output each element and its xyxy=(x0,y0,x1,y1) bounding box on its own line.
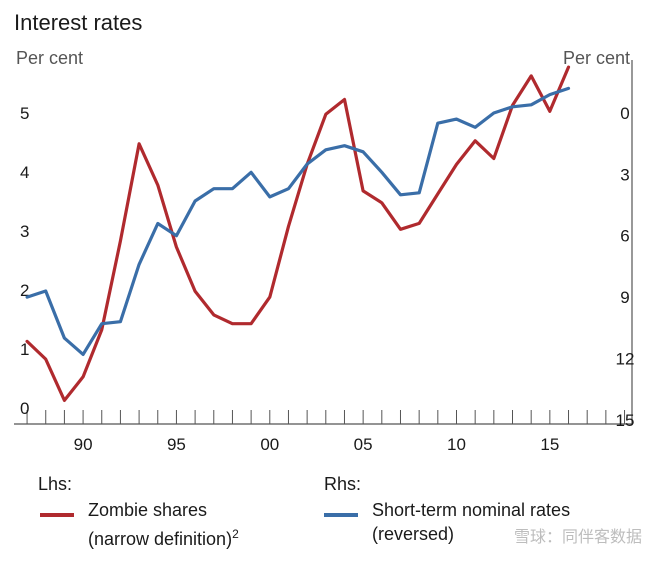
y-left-tick-label: 3 xyxy=(20,222,29,241)
legend-lhs-heading: Lhs: xyxy=(38,474,73,494)
x-tick-label: 00 xyxy=(260,435,279,454)
legend-swatch-zombie xyxy=(40,513,74,517)
series-lines xyxy=(25,65,571,402)
y-right-tick-label: 6 xyxy=(620,227,629,246)
left-axis-unit: Per cent xyxy=(16,48,84,68)
series-line-short-term-rates xyxy=(25,86,571,356)
y-left-tick-label: 4 xyxy=(20,163,29,182)
chart-title: Interest rates xyxy=(14,10,143,35)
y-right-tick-label: 12 xyxy=(616,350,635,369)
x-tick-label: 10 xyxy=(447,435,466,454)
axis-ticks xyxy=(26,410,626,424)
x-tick-label: 15 xyxy=(540,435,559,454)
y-left-tick-label: 1 xyxy=(20,340,29,359)
y-right-tick-label: 15 xyxy=(616,411,635,430)
legend-label-zombie: Zombie shares (narrow definition)2 xyxy=(88,498,239,551)
y-right-tick-label: 9 xyxy=(620,288,629,307)
legend-rhs-heading: Rhs: xyxy=(324,474,362,494)
y-right-tick-label: 3 xyxy=(620,165,629,184)
legend-label-rates: Short-term nominal rates (reversed) xyxy=(372,498,570,546)
legend-swatch-rates xyxy=(324,513,358,517)
watermark: 雪球：同伴客数据 xyxy=(513,529,642,546)
legend-footnote-mark: 2 xyxy=(232,527,239,541)
y-left-tick-label: 2 xyxy=(20,281,29,300)
y-right-tick-label: 0 xyxy=(620,104,629,123)
plot-frame xyxy=(14,60,633,425)
x-tick-label: 90 xyxy=(74,435,93,454)
legend-label-zombie-line1: Zombie shares xyxy=(88,500,208,520)
legend-label-zombie-line2: (narrow definition)2 xyxy=(88,527,239,549)
legend-label-rates-line2: (reversed) xyxy=(372,524,455,544)
x-tick-label: 05 xyxy=(354,435,373,454)
legend-label-rates-line1: Short-term nominal rates xyxy=(372,500,571,520)
right-axis-unit: Per cent xyxy=(562,48,630,68)
y-left-tick-label: 0 xyxy=(20,399,29,418)
x-tick-label: 95 xyxy=(167,435,186,454)
series-line-zombie-shares xyxy=(25,65,571,402)
y-left-tick-label: 5 xyxy=(20,104,29,123)
